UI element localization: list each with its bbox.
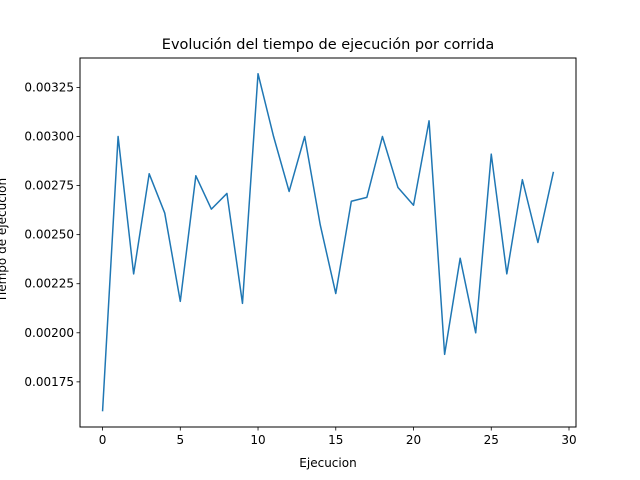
y-tick-label: 0.00175 <box>24 375 74 389</box>
series-line <box>101 72 555 412</box>
x-tick-label: 5 <box>176 433 184 447</box>
x-tick-label: 0 <box>99 433 107 447</box>
y-tick-label: 0.00200 <box>24 326 74 340</box>
x-tick-label: 10 <box>250 433 265 447</box>
y-tick-label: 0.00300 <box>24 130 74 144</box>
y-axis-label: Tiempo de ejecución <box>0 178 9 303</box>
axes-frame <box>79 57 577 428</box>
chart-title: Evolución del tiempo de ejecución por co… <box>162 37 494 53</box>
x-axis: 0 5 10 15 20 25 30 <box>99 427 577 447</box>
x-tick-label: 15 <box>328 433 343 447</box>
x-tick-label: 20 <box>406 433 421 447</box>
x-axis-label: Ejecucion <box>299 456 356 470</box>
y-tick-label: 0.00325 <box>24 80 74 94</box>
plot-area <box>101 72 555 412</box>
x-tick-label: 25 <box>484 433 499 447</box>
y-tick-label: 0.00250 <box>24 228 74 242</box>
y-tick-label: 0.00275 <box>24 179 74 193</box>
y-tick-label: 0.00225 <box>24 277 74 291</box>
x-tick-label: 30 <box>561 433 576 447</box>
y-axis: 0.00175 0.00200 0.00225 0.00250 0.00275 0.003… <box>24 80 80 389</box>
